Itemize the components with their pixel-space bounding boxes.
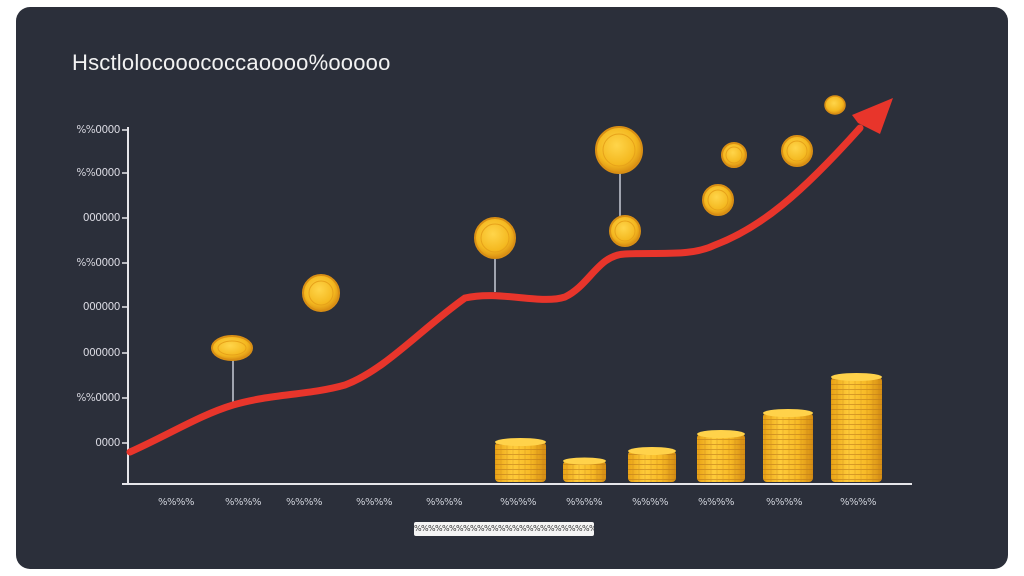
coin-icon	[609, 215, 641, 247]
y-tick-label: 000000	[82, 301, 121, 313]
coin-icon	[781, 135, 813, 167]
coin-icon	[824, 95, 846, 115]
y-tick-label: %%0000	[76, 124, 120, 136]
chart-title: Hsctlolocooococcaoooo%ooooo	[72, 50, 391, 75]
y-tick-label: 000000	[82, 212, 121, 224]
coin-icon	[595, 126, 643, 174]
x-tick-label: %%%%	[285, 497, 323, 508]
legend-box: %%%%%%%%%%%%%%%%%%%%%%%%%%%%	[414, 522, 594, 536]
x-tick-label: %%%%	[425, 497, 463, 508]
y-tick-label: 0000	[95, 437, 120, 449]
coin-icon	[702, 184, 734, 216]
coins	[211, 95, 846, 361]
y-tick-label: %%0000	[76, 392, 120, 404]
coin-stack-bar	[697, 430, 745, 482]
x-tick-label: %%%%	[765, 497, 803, 508]
y-tick-label: %%0000	[76, 167, 120, 179]
x-tick-label: %%%%	[499, 497, 537, 508]
coin-stack-bar	[563, 457, 606, 482]
y-tick-label: 000000	[82, 347, 121, 359]
coin-stack-bar	[831, 373, 882, 482]
coin-stems	[232, 173, 621, 404]
x-tick-label: %%%%	[355, 497, 393, 508]
coin-icon	[474, 217, 516, 259]
coin-stack-bar	[628, 447, 676, 482]
coin-stack-bar	[763, 409, 813, 482]
x-tick-label: %%%%	[697, 497, 735, 508]
arrow-head-icon	[852, 98, 893, 134]
coin-stacks	[495, 373, 882, 482]
x-tick-label: %%%%	[157, 497, 195, 508]
coin-stack-bar	[495, 438, 546, 482]
axes	[122, 127, 912, 485]
x-tick-label: %%%%	[224, 497, 262, 508]
x-tick-label: %%%%	[839, 497, 877, 508]
x-tick-label: %%%%	[631, 497, 669, 508]
coin-icon	[721, 142, 747, 168]
trend-line	[126, 98, 893, 456]
y-tick-label: %%0000	[76, 257, 120, 269]
coin-icon	[211, 335, 253, 361]
x-tick-label: %%%%	[565, 497, 603, 508]
coin-icon	[302, 274, 340, 312]
